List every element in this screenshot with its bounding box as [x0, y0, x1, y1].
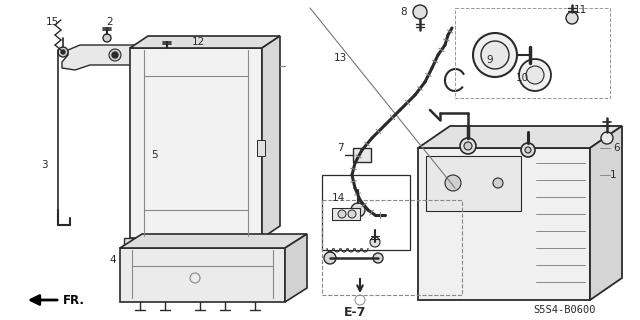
Text: 10: 10	[515, 73, 529, 83]
Text: 2: 2	[107, 17, 113, 27]
Circle shape	[103, 34, 111, 42]
Circle shape	[351, 203, 365, 217]
Text: FR.: FR.	[63, 293, 85, 307]
Polygon shape	[120, 248, 285, 302]
Polygon shape	[418, 148, 590, 300]
Text: 13: 13	[333, 53, 347, 63]
Polygon shape	[418, 126, 622, 148]
Text: 11: 11	[573, 5, 587, 15]
Bar	[455, 8, 610, 98]
Circle shape	[146, 48, 154, 56]
Text: 15: 15	[45, 17, 59, 27]
Text: 4: 4	[109, 255, 116, 265]
Circle shape	[109, 49, 121, 61]
Text: 5: 5	[152, 150, 158, 160]
Circle shape	[370, 237, 380, 247]
Circle shape	[58, 47, 68, 57]
Polygon shape	[124, 238, 268, 250]
Bar	[322, 200, 462, 295]
Text: 9: 9	[486, 55, 493, 65]
Circle shape	[521, 143, 535, 157]
Circle shape	[519, 59, 551, 91]
Bar	[322, 175, 410, 250]
Text: 14: 14	[332, 193, 344, 203]
Polygon shape	[120, 234, 307, 248]
Circle shape	[464, 142, 472, 150]
Polygon shape	[130, 36, 280, 48]
Circle shape	[566, 12, 578, 24]
Bar	[353, 148, 371, 162]
Circle shape	[324, 252, 336, 264]
Circle shape	[460, 138, 476, 154]
Circle shape	[473, 33, 517, 77]
Text: 6: 6	[614, 143, 620, 153]
Circle shape	[338, 210, 346, 218]
Polygon shape	[130, 48, 262, 238]
Circle shape	[525, 147, 531, 153]
Circle shape	[163, 48, 171, 56]
Polygon shape	[590, 126, 622, 300]
Polygon shape	[332, 208, 360, 220]
Polygon shape	[262, 36, 280, 238]
Circle shape	[348, 210, 356, 218]
Circle shape	[112, 52, 118, 58]
Text: 7: 7	[337, 143, 343, 153]
Circle shape	[61, 50, 65, 54]
Circle shape	[445, 175, 461, 191]
Circle shape	[481, 41, 509, 69]
Circle shape	[413, 5, 427, 19]
Text: 12: 12	[191, 37, 205, 47]
Text: 3: 3	[41, 160, 47, 170]
Bar	[257, 140, 265, 156]
Circle shape	[373, 253, 383, 263]
Text: E-7: E-7	[344, 306, 366, 318]
Circle shape	[493, 178, 503, 188]
Circle shape	[526, 66, 544, 84]
Polygon shape	[285, 234, 307, 302]
Circle shape	[601, 132, 613, 144]
Text: S5S4-B0600: S5S4-B0600	[534, 305, 596, 315]
Polygon shape	[62, 45, 168, 70]
Bar	[426, 156, 521, 211]
Text: 1: 1	[610, 170, 616, 180]
Text: 8: 8	[401, 7, 407, 17]
